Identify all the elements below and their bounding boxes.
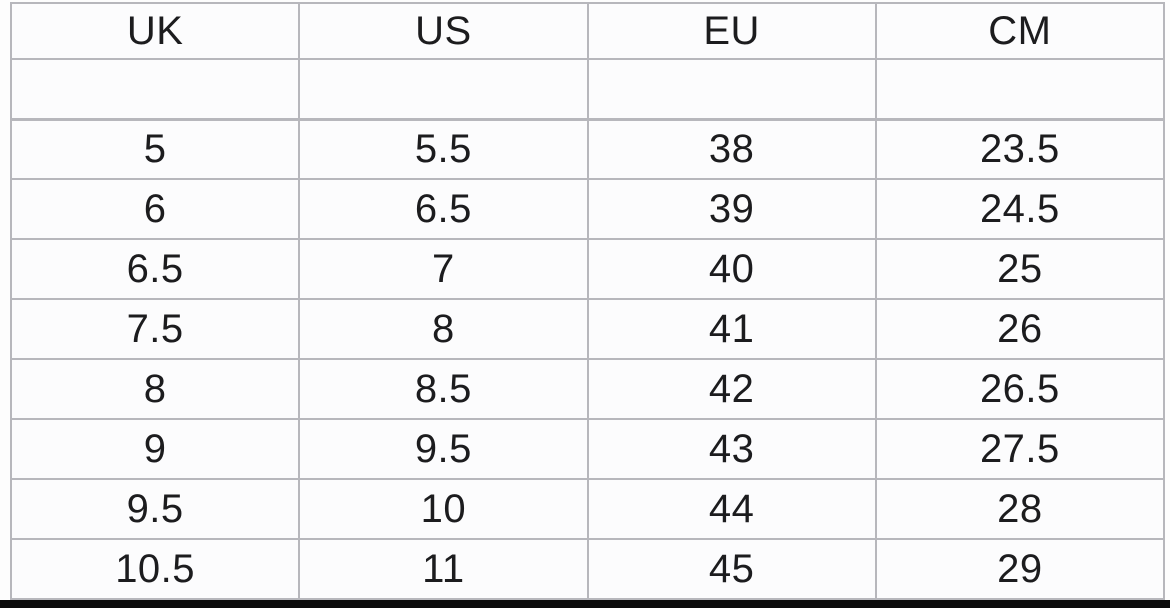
- size-cell: 11: [298, 538, 589, 600]
- size-cell: 8.5: [298, 358, 589, 420]
- size-cell: 8: [298, 298, 589, 360]
- size-cell: 8: [9, 358, 301, 420]
- size-cell: 6.5: [298, 178, 589, 240]
- table-row: 5 5.5 38 23.5: [9, 118, 1166, 180]
- table-row: 6 6.5 39 24.5: [9, 178, 1166, 240]
- size-cell: 28: [874, 478, 1166, 540]
- size-cell: 9.5: [9, 478, 301, 540]
- size-cell: 5.5: [298, 118, 589, 180]
- header-cell-uk: UK: [9, 2, 301, 60]
- size-cell: 5: [9, 118, 301, 180]
- table-row: 9 9.5 43 27.5: [9, 418, 1166, 480]
- size-cell: 7: [298, 238, 589, 300]
- table-row: 6.5 7 40 25: [9, 238, 1166, 300]
- table-row: 7.5 8 41 26: [9, 298, 1166, 360]
- size-cell: 41: [586, 298, 877, 360]
- size-cell: 7.5: [9, 298, 301, 360]
- table-row: 9.5 10 44 28: [9, 478, 1166, 540]
- size-cell: 6.5: [9, 238, 301, 300]
- header-cell-eu: EU: [586, 2, 877, 60]
- header-cell-us: US: [298, 2, 589, 60]
- size-cell: 39: [586, 178, 877, 240]
- header-row: UK US EU CM: [9, 2, 1166, 60]
- size-cell: 6: [9, 178, 301, 240]
- empty-cell: [874, 58, 1166, 121]
- size-cell: 23.5: [874, 118, 1166, 180]
- size-cell: 9: [9, 418, 301, 480]
- size-cell: 40: [586, 238, 877, 300]
- empty-cell: [9, 58, 301, 121]
- empty-cell: [298, 58, 589, 121]
- size-cell: 44: [586, 478, 877, 540]
- empty-spacer-row: [9, 58, 1166, 121]
- size-cell: 43: [586, 418, 877, 480]
- bottom-black-bar: [0, 600, 1170, 608]
- size-cell: 45: [586, 538, 877, 600]
- size-cell: 9.5: [298, 418, 589, 480]
- header-cell-cm: CM: [874, 2, 1166, 60]
- size-cell: 29: [874, 538, 1166, 600]
- size-cell: 38: [586, 118, 877, 180]
- size-cell: 10: [298, 478, 589, 540]
- size-conversion-table: UK US EU CM 5 5.5 38 23.5 6 6.5 39 24.5 6.5 7 40 25 7.5…: [9, 2, 1166, 600]
- size-cell: 27.5: [874, 418, 1166, 480]
- size-cell: 26.5: [874, 358, 1166, 420]
- size-cell: 10.5: [9, 538, 301, 600]
- size-cell: 25: [874, 238, 1166, 300]
- table-row: 10.5 11 45 29: [9, 538, 1166, 600]
- empty-cell: [586, 58, 877, 121]
- size-cell: 24.5: [874, 178, 1166, 240]
- size-cell: 26: [874, 298, 1166, 360]
- table-row: 8 8.5 42 26.5: [9, 358, 1166, 420]
- size-cell: 42: [586, 358, 877, 420]
